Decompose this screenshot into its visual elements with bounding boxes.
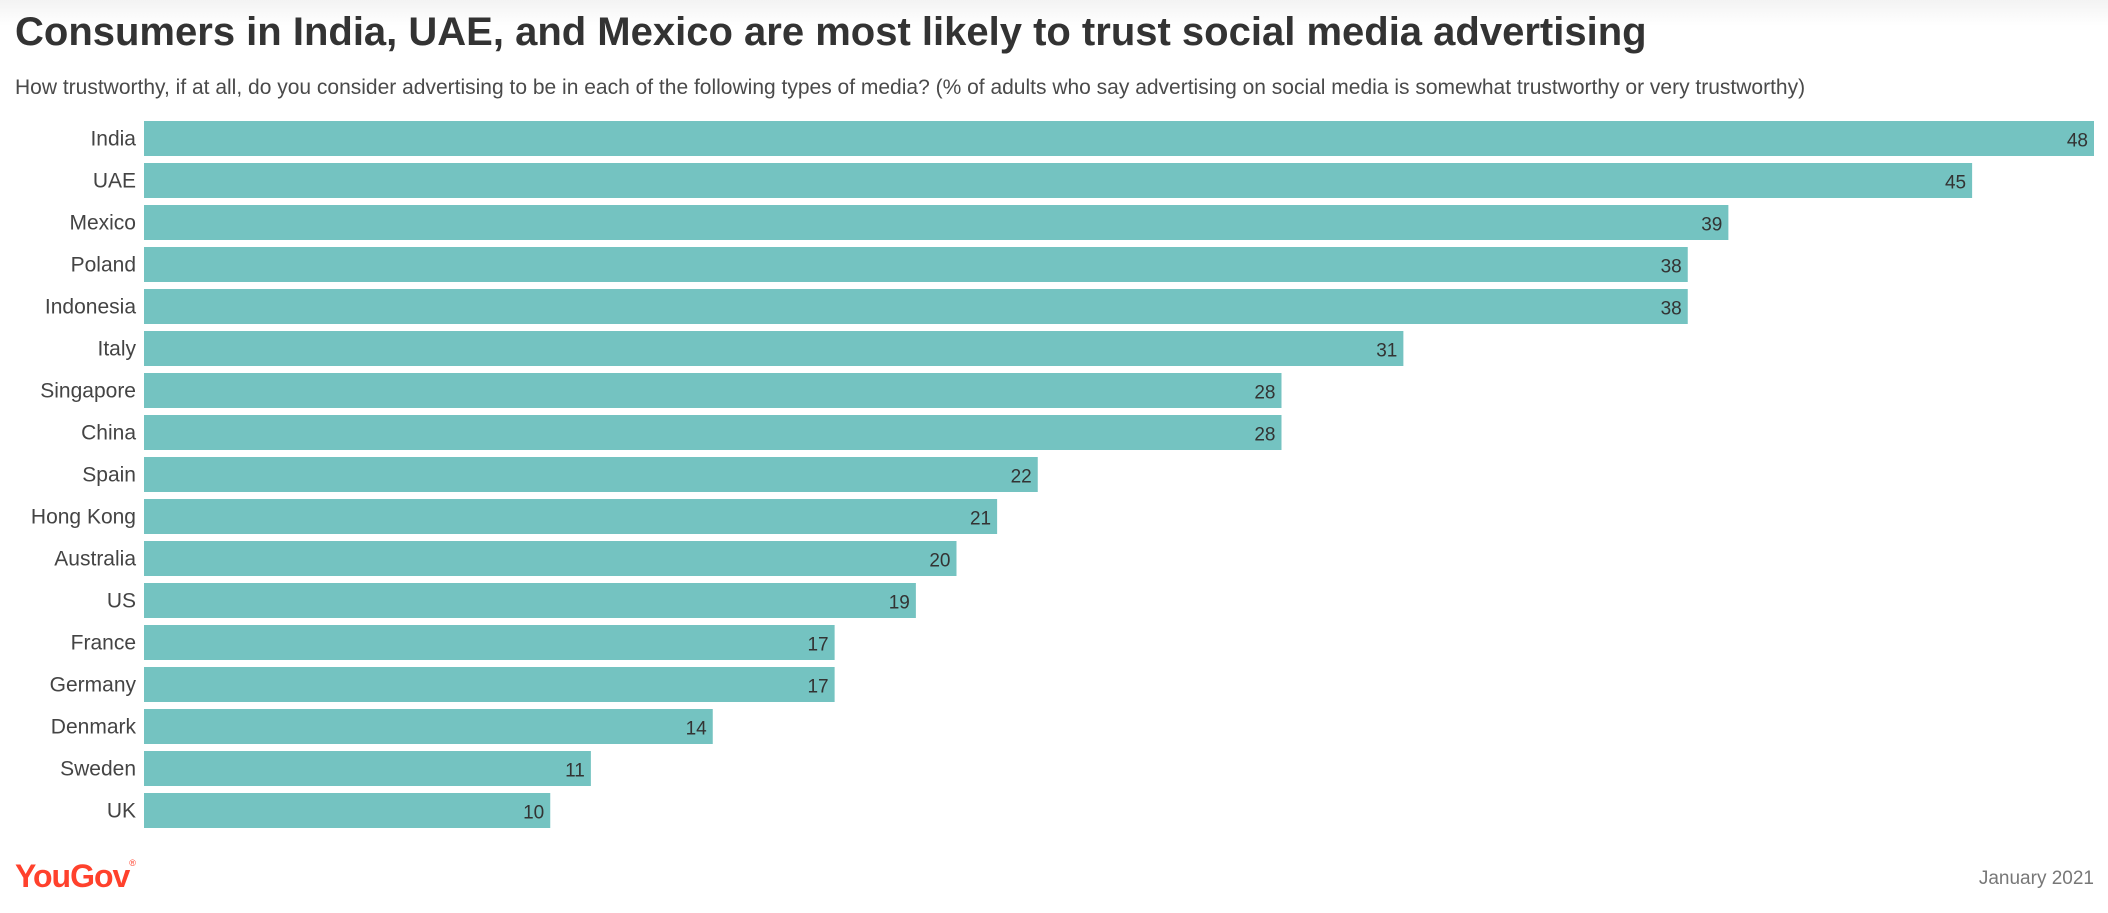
category-label-france: France <box>71 632 136 655</box>
bar-australia <box>144 541 957 576</box>
category-label-us: US <box>107 590 136 613</box>
category-label-singapore: Singapore <box>40 380 136 403</box>
value-label-denmark: 14 <box>686 719 708 740</box>
category-label-indonesia: Indonesia <box>45 296 136 319</box>
category-label-hong-kong: Hong Kong <box>31 506 136 529</box>
category-label-uk: UK <box>107 800 136 823</box>
value-label-poland: 38 <box>1661 257 1682 278</box>
value-label-singapore: 28 <box>1254 383 1275 404</box>
bar-sweden <box>144 751 591 786</box>
category-label-australia: Australia <box>54 548 136 571</box>
bar-poland <box>144 247 1688 282</box>
bar-china <box>144 415 1282 450</box>
chart-subtitle: How trustworthy, if at all, do you consi… <box>15 76 1806 99</box>
category-label-germany: Germany <box>50 674 137 697</box>
value-label-germany: 17 <box>807 677 828 698</box>
value-label-spain: 22 <box>1011 467 1032 488</box>
bar-spain <box>144 457 1038 492</box>
category-label-china: China <box>81 422 136 445</box>
bar-uk <box>144 793 551 828</box>
category-label-italy: Italy <box>97 338 136 361</box>
value-label-hong-kong: 21 <box>970 509 991 530</box>
bar-denmark <box>144 709 713 744</box>
yougov-logo[interactable]: YouGov® <box>15 858 136 895</box>
value-label-india: 48 <box>2067 131 2088 152</box>
chart-title: Consumers in India, UAE, and Mexico are … <box>15 10 1647 54</box>
bar-indonesia <box>144 289 1688 324</box>
category-label-sweden: Sweden <box>60 758 136 781</box>
value-label-sweden: 11 <box>565 761 585 782</box>
value-label-us: 19 <box>889 593 910 614</box>
header-fade <box>0 0 2108 26</box>
category-label-poland: Poland <box>71 254 136 277</box>
brand-mark: ® <box>129 858 136 868</box>
category-label-spain: Spain <box>82 464 136 487</box>
category-label-denmark: Denmark <box>51 716 137 739</box>
bar-mexico <box>144 205 1729 240</box>
bar-us <box>144 583 916 618</box>
chart-date: January 2021 <box>1978 868 2094 889</box>
value-label-italy: 31 <box>1376 341 1397 362</box>
bar-france <box>144 625 835 660</box>
value-label-mexico: 39 <box>1701 215 1722 236</box>
bar-singapore <box>144 373 1282 408</box>
value-label-uae: 45 <box>1945 173 1966 194</box>
brand-name: YouGov <box>15 858 130 894</box>
bar-hong-kong <box>144 499 998 534</box>
value-label-china: 28 <box>1254 425 1275 446</box>
value-label-australia: 20 <box>929 551 950 572</box>
bar-india <box>144 121 2094 156</box>
bar-germany <box>144 667 835 702</box>
bar-uae <box>144 163 1973 198</box>
value-label-indonesia: 38 <box>1661 299 1682 320</box>
category-label-mexico: Mexico <box>69 212 136 235</box>
bar-italy <box>144 331 1404 366</box>
bar-chart: India 48 UAE 45 Mexico 39 Poland 38 Indonesia 38 I… <box>31 121 2094 828</box>
category-label-india: India <box>90 128 136 151</box>
value-label-france: 17 <box>807 635 828 656</box>
category-label-uae: UAE <box>93 170 136 193</box>
value-label-uk: 10 <box>523 803 544 824</box>
